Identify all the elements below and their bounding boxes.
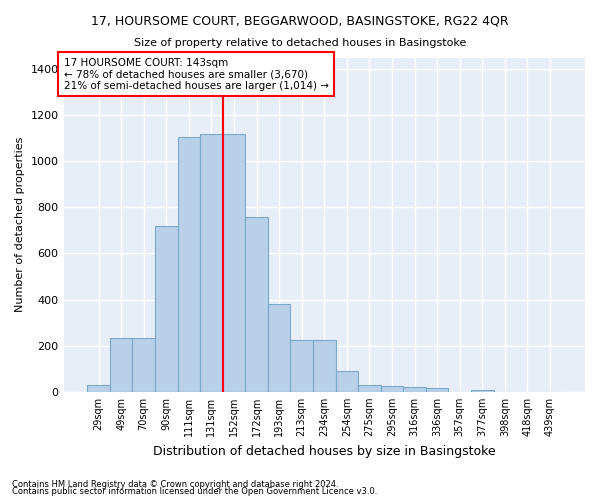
Text: Contains HM Land Registry data © Crown copyright and database right 2024.: Contains HM Land Registry data © Crown c… xyxy=(12,480,338,489)
Bar xyxy=(358,385,381,392)
Bar xyxy=(155,226,178,392)
Bar xyxy=(268,304,290,392)
Bar xyxy=(223,134,245,392)
Bar xyxy=(87,385,110,392)
Bar xyxy=(290,340,313,392)
Bar xyxy=(313,340,335,392)
Bar xyxy=(178,137,200,392)
Bar xyxy=(426,388,448,392)
Bar xyxy=(335,371,358,392)
X-axis label: Distribution of detached houses by size in Basingstoke: Distribution of detached houses by size … xyxy=(153,444,496,458)
Text: 17 HOURSOME COURT: 143sqm
← 78% of detached houses are smaller (3,670)
21% of se: 17 HOURSOME COURT: 143sqm ← 78% of detac… xyxy=(64,58,329,90)
Bar xyxy=(403,387,426,392)
Bar xyxy=(200,134,223,392)
Bar xyxy=(381,386,403,392)
Bar xyxy=(133,338,155,392)
Bar xyxy=(245,216,268,392)
Bar xyxy=(471,390,494,392)
Text: Contains public sector information licensed under the Open Government Licence v3: Contains public sector information licen… xyxy=(12,487,377,496)
Text: Size of property relative to detached houses in Basingstoke: Size of property relative to detached ho… xyxy=(134,38,466,48)
Y-axis label: Number of detached properties: Number of detached properties xyxy=(15,137,25,312)
Text: 17, HOURSOME COURT, BEGGARWOOD, BASINGSTOKE, RG22 4QR: 17, HOURSOME COURT, BEGGARWOOD, BASINGST… xyxy=(91,15,509,28)
Bar xyxy=(110,338,133,392)
